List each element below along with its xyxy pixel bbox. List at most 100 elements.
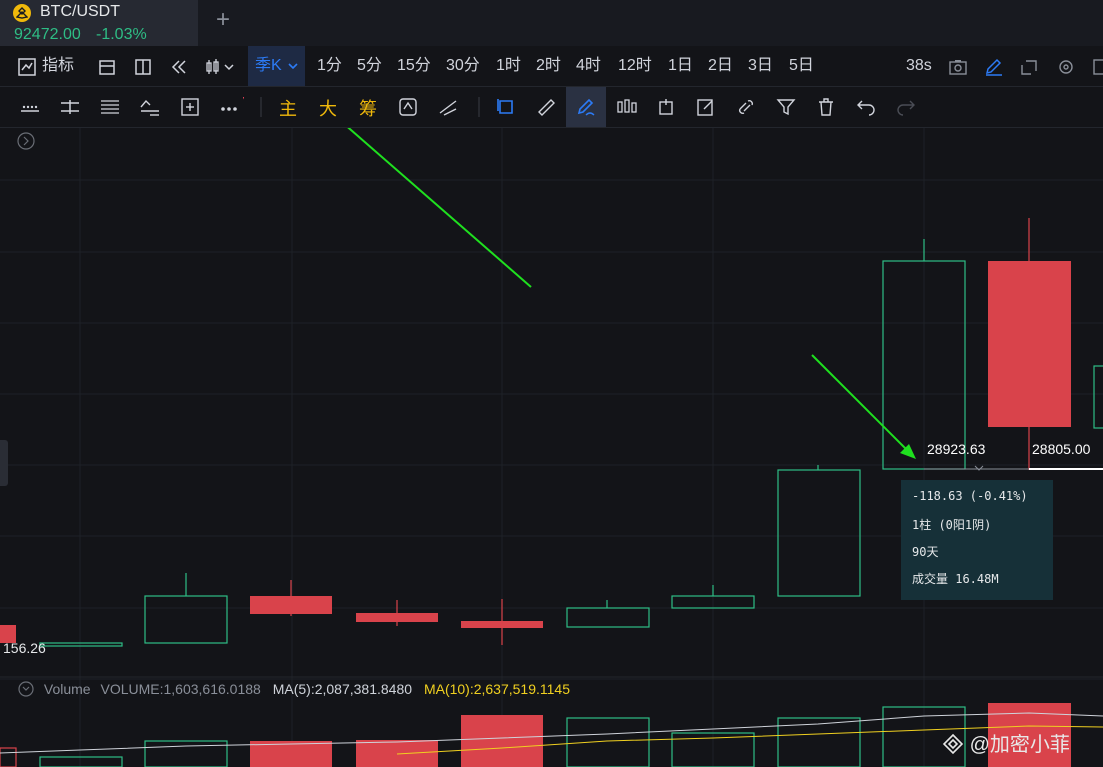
pattern-tools-button[interactable] [130, 87, 170, 127]
candle [777, 469, 861, 597]
watermark: @加密小菲 [942, 728, 1070, 757]
bar-countdown: 38s [906, 57, 932, 74]
more-icon [1093, 59, 1103, 75]
collapse-toggle-icon[interactable] [17, 132, 35, 150]
measure-change: -118.63 (-0.41%) [912, 489, 1028, 503]
interval-1d[interactable]: 1日 [668, 57, 693, 74]
chevron-down-circle-icon[interactable] [18, 681, 34, 697]
candles-tool-button[interactable] [606, 87, 646, 127]
volume-value: VOLUME:1,603,616.0188 [100, 681, 261, 697]
add-box-icon [181, 98, 199, 116]
measure-start-price: 28923.63 [927, 441, 986, 457]
ruler-button[interactable] [526, 87, 566, 127]
candle [0, 625, 16, 643]
interval-dropdown[interactable]: 季K [248, 46, 305, 86]
toolbar-divider-2 [468, 87, 480, 127]
candle [671, 595, 755, 609]
volume-bar [461, 715, 543, 767]
grid [0, 128, 1103, 767]
filter-button[interactable] [766, 87, 806, 127]
indicators-button[interactable]: 指标 [18, 46, 80, 86]
candle [1093, 365, 1103, 429]
candle [144, 595, 228, 644]
chart-type-dropdown[interactable] [204, 46, 242, 86]
channel-tools-button[interactable] [50, 87, 90, 127]
interval-selected-label: 季K [255, 57, 282, 74]
calendar-button[interactable] [96, 46, 118, 86]
screenshot-button[interactable] [948, 46, 970, 86]
main-chart-button[interactable]: 主 [268, 87, 308, 127]
ellipsis-icon [221, 97, 244, 111]
note-icon [659, 99, 673, 115]
interval-4h[interactable]: 4时 [576, 57, 601, 74]
indicator-chart-icon [18, 58, 36, 76]
interval-30m[interactable]: 30分 [446, 57, 480, 74]
camera-icon [949, 60, 967, 75]
undo-button[interactable] [846, 87, 886, 127]
interval-1h[interactable]: 1时 [496, 57, 521, 74]
more-button[interactable] [1092, 46, 1103, 86]
link-button[interactable] [726, 87, 766, 127]
annotation-arrows [347, 128, 916, 459]
link-icon [739, 100, 753, 114]
indicators-label: 指标 [42, 57, 75, 74]
candlestick-chart[interactable] [0, 128, 1103, 767]
toolbar-divider [250, 87, 262, 127]
main-label: 主 [279, 99, 297, 119]
interval-15m[interactable]: 15分 [397, 57, 431, 74]
add-tab-button[interactable]: + [216, 6, 231, 33]
interval-toolbar: 指标 季K 1分 5分 15分 30分 1时 2时 4时 12时 1日 2日 3… [0, 46, 1103, 87]
large-label: 大 [319, 99, 337, 119]
interval-12h[interactable]: 12时 [618, 57, 652, 74]
drawing-toolbar: 主 大 筹 [0, 87, 1103, 128]
more-tools-button[interactable] [210, 87, 250, 127]
layout-button[interactable] [132, 46, 154, 86]
measure-volume: 成交量 16.48M [912, 572, 999, 586]
layout-split-icon [135, 59, 151, 75]
watermark-logo-icon [942, 733, 964, 755]
horizontal-lines-icon [21, 105, 39, 112]
add-text-button[interactable] [170, 87, 210, 127]
redo-button[interactable] [886, 87, 926, 127]
volume-bar [777, 717, 861, 767]
symbol-tab[interactable]: BTC/USDT 92472.00 -1.03% [0, 0, 198, 46]
draw-toggle-button[interactable] [984, 46, 1006, 86]
line-tools-button[interactable] [10, 87, 50, 127]
candles [0, 218, 1103, 647]
settings-button[interactable] [1056, 46, 1078, 86]
interval-2d[interactable]: 2日 [708, 57, 733, 74]
interval-5m[interactable]: 5分 [357, 57, 382, 74]
magnet-button[interactable] [486, 87, 526, 127]
interval-5d[interactable]: 5日 [789, 57, 814, 74]
parallel-lines-icon [61, 100, 79, 114]
measure-tool-button[interactable] [428, 87, 468, 127]
side-panel-handle[interactable] [0, 440, 8, 486]
interval-2h[interactable]: 2时 [536, 57, 561, 74]
large-order-button[interactable]: 大 [308, 87, 348, 127]
candle [988, 261, 1071, 427]
chip-distribution-button[interactable]: 筹 [348, 87, 388, 127]
delete-drawings-button[interactable] [806, 87, 846, 127]
chart-area[interactable] [0, 128, 1103, 767]
interval-3d[interactable]: 3日 [748, 57, 773, 74]
edit-button[interactable] [686, 87, 726, 127]
candle [566, 607, 650, 628]
candles-icon [617, 99, 637, 113]
fib-tools-button[interactable] [90, 87, 130, 127]
replay-button[interactable] [168, 46, 190, 86]
interval-1m[interactable]: 1分 [317, 57, 342, 74]
ruler-icon [538, 99, 555, 116]
popout-button[interactable] [1020, 46, 1042, 86]
note-button[interactable] [646, 87, 686, 127]
watermark-text: @加密小菲 [969, 734, 1070, 756]
measure-bars: 1柱 (0阳1阴) [912, 518, 992, 532]
pair-name: BTC/USDT [40, 3, 120, 20]
undo-icon [857, 100, 875, 116]
sync-button[interactable] [388, 87, 428, 127]
draw-mode-button[interactable] [566, 87, 606, 127]
measure-tooltip: -118.63 (-0.41%) 1柱 (0阳1阴) 90天 成交量 16.48… [901, 480, 1053, 600]
left-price-label: 156.26 [3, 640, 46, 656]
measure-tool-lines[interactable] [924, 465, 1103, 471]
filter-icon [776, 99, 796, 116]
candle [461, 621, 543, 628]
